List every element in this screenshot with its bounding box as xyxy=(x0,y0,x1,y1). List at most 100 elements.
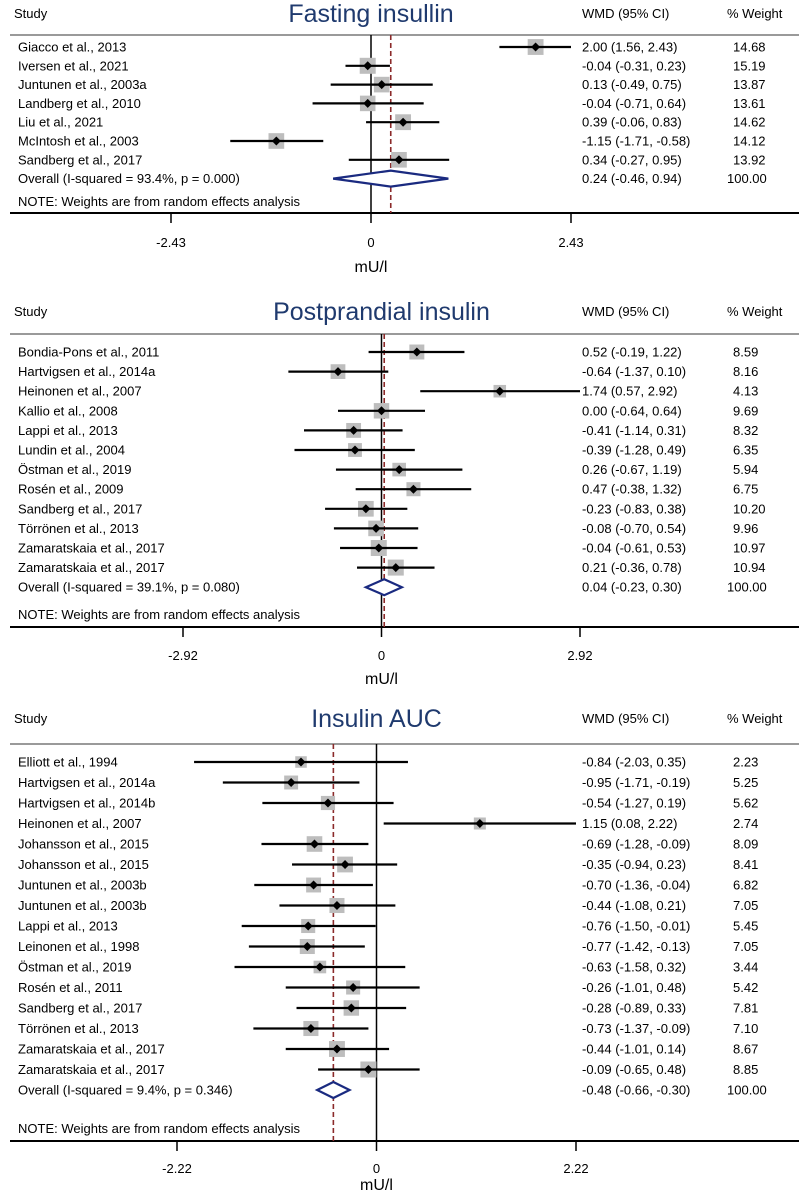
x-axis-tick-label: 2.43 xyxy=(558,235,583,250)
study-label: Juntunen et al., 2003b xyxy=(18,898,147,913)
study-ci-value: -1.15 (-1.71, -0.58) xyxy=(582,134,690,149)
study-ci-value: -0.95 (-1.71, -0.19) xyxy=(582,775,690,790)
study-ci-value: 2.00 (1.56, 2.43) xyxy=(582,40,677,55)
study-label: Hartvigsen et al., 2014b xyxy=(18,796,155,811)
study-point-estimate xyxy=(302,942,312,951)
overall-label: Overall (I-squared = 93.4%, p = 0.000) xyxy=(18,171,240,186)
study-label: Giacco et al., 2013 xyxy=(18,40,126,55)
study-ci-value: -0.44 (-1.01, 0.14) xyxy=(582,1042,686,1057)
overall-diamond xyxy=(332,169,449,188)
study-label: McIntosh et al., 2003 xyxy=(18,134,139,149)
study-column-header: Study xyxy=(14,304,48,319)
study-point-estimate xyxy=(361,504,371,514)
study-weight-value: 8.16 xyxy=(733,364,758,379)
study-ci-value: -0.35 (-0.94, 0.23) xyxy=(582,857,686,872)
study-weight-value: 13.87 xyxy=(733,77,766,92)
weights-note: NOTE: Weights are from random effects an… xyxy=(18,607,301,622)
study-point-estimate xyxy=(371,523,381,533)
study-point-estimate xyxy=(340,860,350,869)
weight-column-header: % Weight xyxy=(727,304,783,319)
overall-label: Overall (I-squared = 39.1%, p = 0.080) xyxy=(18,580,240,595)
x-axis-tick-label: -2.92 xyxy=(168,648,198,663)
study-ci-value: -0.26 (-1.01, 0.48) xyxy=(582,980,686,995)
x-axis-label: mU/l xyxy=(360,1177,393,1194)
overall-label: Overall (I-squared = 9.4%, p = 0.346) xyxy=(18,1083,233,1098)
study-label: Landberg et al., 2010 xyxy=(18,96,141,111)
overall-weight-value: 100.00 xyxy=(727,171,767,186)
study-weight-value: 2.74 xyxy=(733,816,758,831)
study-point-estimate xyxy=(531,42,541,52)
study-label: Juntunen et al., 2003b xyxy=(18,878,147,893)
study-label: Juntunen et al., 2003a xyxy=(18,77,147,92)
study-ci-value: -0.28 (-0.89, 0.33) xyxy=(582,1001,686,1016)
study-weight-value: 9.69 xyxy=(733,403,758,418)
study-weight-value: 8.41 xyxy=(733,857,758,872)
study-weight-value: 14.12 xyxy=(733,134,766,149)
study-point-estimate xyxy=(391,563,401,573)
study-ci-value: 1.74 (0.57, 2.92) xyxy=(582,384,677,399)
study-ci-value: -0.04 (-0.61, 0.53) xyxy=(582,541,686,556)
study-label: Lappi et al., 2013 xyxy=(18,919,118,934)
study-point-estimate xyxy=(348,983,358,992)
study-ci-value: 0.00 (-0.64, 0.64) xyxy=(582,403,682,418)
study-label: Östman et al., 2019 xyxy=(18,960,131,975)
study-weight-value: 6.75 xyxy=(733,482,758,497)
study-ci-value: -0.09 (-0.65, 0.48) xyxy=(582,1062,686,1077)
study-weight-value: 5.45 xyxy=(733,919,758,934)
study-label: Rosén et al., 2011 xyxy=(18,980,123,995)
weight-column-header: % Weight xyxy=(727,6,783,21)
weights-note: NOTE: Weights are from random effects an… xyxy=(18,1121,301,1136)
study-label: Rosén et al., 2009 xyxy=(18,482,124,497)
study-point-estimate xyxy=(349,425,359,435)
study-weight-value: 15.19 xyxy=(733,58,766,73)
study-point-estimate xyxy=(271,136,281,146)
study-weight-value: 8.09 xyxy=(733,837,758,852)
study-label: Zamaratskaia et al., 2017 xyxy=(18,1042,165,1057)
x-axis-tick-label: -2.43 xyxy=(156,235,186,250)
study-weight-value: 14.68 xyxy=(733,40,766,55)
study-point-estimate xyxy=(296,757,306,767)
panel-title: Insulin AUC xyxy=(311,705,442,733)
overall-weight-value: 100.00 xyxy=(727,1083,767,1098)
study-ci-value: -0.70 (-1.36, -0.04) xyxy=(582,878,690,893)
study-label: Törrönen et al., 2013 xyxy=(18,521,139,536)
study-ci-value: -0.39 (-1.28, 0.49) xyxy=(582,443,686,458)
study-point-estimate xyxy=(333,367,343,377)
study-ci-value: -0.41 (-1.14, 0.31) xyxy=(582,423,686,438)
study-weight-value: 10.20 xyxy=(733,501,766,516)
study-label: Sandberg et al., 2017 xyxy=(18,152,142,167)
study-label: Zamaratskaia et al., 2017 xyxy=(18,1062,165,1077)
overall-ci-value: -0.48 (-0.66, -0.30) xyxy=(582,1083,690,1098)
study-point-estimate xyxy=(475,819,485,828)
study-label: Lundin et al., 2004 xyxy=(18,443,125,458)
study-label: Zamaratskaia et al., 2017 xyxy=(18,560,165,575)
study-ci-value: 0.13 (-0.49, 0.75) xyxy=(582,77,682,92)
study-ci-value: -0.04 (-0.31, 0.23) xyxy=(582,58,686,73)
study-weight-value: 8.67 xyxy=(733,1042,758,1057)
study-weight-value: 8.32 xyxy=(733,423,758,438)
study-weight-value: 10.94 xyxy=(733,560,766,575)
study-point-estimate xyxy=(306,1024,316,1033)
study-label: Sandberg et al., 2017 xyxy=(18,1001,142,1016)
study-column-header: Study xyxy=(14,6,48,21)
study-point-estimate xyxy=(309,839,319,849)
study-label: Hartvigsen et al., 2014a xyxy=(18,364,156,379)
study-point-estimate xyxy=(412,347,422,357)
x-axis-tick-label: 0 xyxy=(378,648,385,663)
study-label: Iversen et al., 2021 xyxy=(18,58,129,73)
study-weight-value: 5.25 xyxy=(733,775,758,790)
study-label: Heinonen et al., 2007 xyxy=(18,384,142,399)
study-ci-value: 0.52 (-0.19, 1.22) xyxy=(582,345,682,360)
study-point-estimate xyxy=(323,798,333,808)
study-point-estimate xyxy=(408,484,418,494)
study-point-estimate xyxy=(286,778,296,787)
study-point-estimate xyxy=(346,1003,356,1013)
study-ci-value: 0.26 (-0.67, 1.19) xyxy=(582,462,682,477)
study-ci-value: -0.04 (-0.71, 0.64) xyxy=(582,96,686,111)
study-point-estimate xyxy=(377,406,386,416)
study-weight-value: 14.62 xyxy=(733,115,766,130)
study-column-header: Study xyxy=(14,711,48,726)
study-ci-value: -0.73 (-1.37, -0.09) xyxy=(582,1021,690,1036)
study-ci-value: 0.39 (-0.06, 0.83) xyxy=(582,115,682,130)
study-weight-value: 7.05 xyxy=(733,898,758,913)
